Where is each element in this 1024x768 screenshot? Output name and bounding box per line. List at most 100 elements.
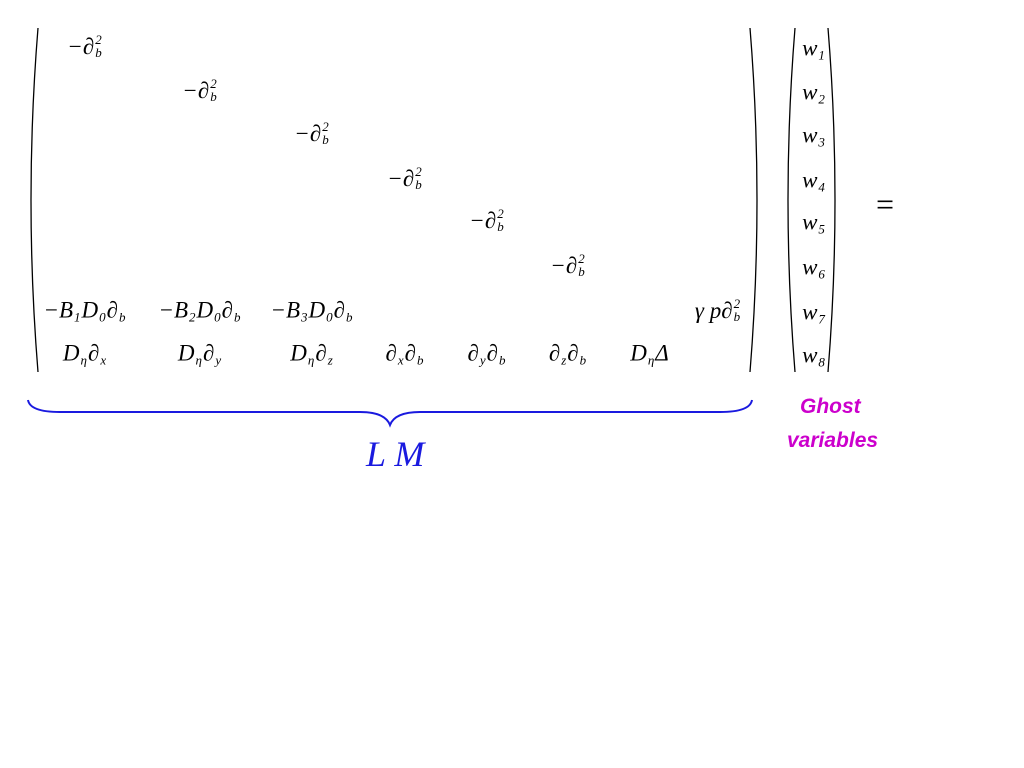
matrix-entry: −∂ 2 b bbox=[67, 33, 102, 59]
subscript: η bbox=[307, 352, 315, 368]
math-token: −∂ 2 b bbox=[387, 165, 421, 191]
subscript: b bbox=[346, 309, 353, 325]
math-token: −B 1 bbox=[43, 297, 80, 324]
math-token: ∂ b bbox=[107, 297, 126, 324]
script: b bbox=[580, 340, 587, 367]
script: 0 bbox=[99, 297, 106, 324]
math-base: ∂ bbox=[567, 340, 579, 366]
subscript: b bbox=[95, 45, 102, 60]
math-base: −B bbox=[270, 297, 301, 323]
math-base: −∂ bbox=[469, 207, 497, 233]
subscript: b bbox=[322, 132, 329, 147]
superscript: 2 bbox=[733, 296, 741, 311]
math-token: ∂ y bbox=[467, 340, 485, 367]
script: z bbox=[328, 340, 333, 367]
math-token: −∂ 2 b bbox=[67, 33, 101, 59]
matrix-entry: ∂ z ∂ b bbox=[549, 340, 587, 367]
script: 8 bbox=[818, 342, 825, 369]
right-paren bbox=[749, 27, 758, 373]
math-base: ∂ bbox=[467, 340, 479, 366]
subscript: η bbox=[647, 352, 655, 368]
script: y bbox=[215, 340, 221, 367]
math-token: ∂ b bbox=[487, 340, 506, 367]
subscript: 1 bbox=[74, 309, 81, 325]
math-base: ∂ bbox=[202, 340, 215, 366]
subscript: x bbox=[100, 352, 107, 368]
math-base: −B bbox=[158, 297, 189, 323]
math-base: w bbox=[802, 35, 818, 61]
subscript: z bbox=[327, 352, 333, 368]
subscript: 1 bbox=[818, 47, 825, 63]
script: z bbox=[561, 340, 566, 367]
math-base: −B bbox=[43, 297, 74, 323]
matrix-entry: −∂ 2 b bbox=[182, 77, 217, 103]
script: b bbox=[346, 297, 353, 324]
subscript: b bbox=[578, 264, 585, 279]
subscript: η bbox=[80, 352, 87, 368]
math-base: −∂ bbox=[550, 252, 578, 278]
math-base: D bbox=[177, 340, 195, 366]
math-token: −B 2 bbox=[158, 297, 195, 324]
math-base: ∂ bbox=[333, 297, 346, 323]
script: x bbox=[100, 340, 106, 367]
math-base: w bbox=[802, 254, 818, 280]
math-token: ∂ b bbox=[405, 340, 424, 367]
subscript: b bbox=[234, 309, 241, 325]
left-paren bbox=[787, 27, 796, 373]
subscript: 4 bbox=[818, 179, 825, 195]
math-token: −∂ 2 b bbox=[182, 77, 216, 103]
math-token: Δ bbox=[655, 342, 669, 365]
subscript: 3 bbox=[301, 309, 308, 325]
math-base: ∂ bbox=[315, 340, 327, 366]
script: η bbox=[196, 340, 202, 367]
right-paren bbox=[827, 27, 836, 373]
brace bbox=[27, 399, 753, 428]
subscript: b bbox=[579, 352, 587, 368]
script: b bbox=[234, 297, 241, 324]
math-token: −∂ 2 b bbox=[294, 120, 328, 146]
superscript: 2 bbox=[578, 251, 585, 266]
script: 3 bbox=[818, 122, 825, 149]
math-token: ∂ b bbox=[567, 340, 586, 367]
math-base: D bbox=[290, 340, 307, 366]
script: y bbox=[480, 340, 486, 367]
math-token: ∂ z bbox=[549, 340, 566, 367]
script: 0 bbox=[326, 297, 333, 324]
math-base: D bbox=[196, 297, 214, 323]
superscript: 2 bbox=[497, 206, 504, 221]
script: 1 bbox=[818, 35, 825, 62]
math-base: D bbox=[81, 297, 99, 323]
subscript: b bbox=[499, 352, 506, 368]
subscript: 7 bbox=[818, 311, 825, 327]
math-token: ∂ z bbox=[315, 340, 332, 367]
subscript: 3 bbox=[818, 134, 825, 150]
script: 5 bbox=[818, 209, 825, 236]
subscript: b bbox=[119, 309, 126, 325]
subscript: b bbox=[417, 352, 424, 368]
script: 2 bbox=[189, 297, 196, 324]
math-base: D bbox=[308, 297, 326, 323]
script: η bbox=[648, 340, 654, 367]
math-token: ∂ x bbox=[88, 340, 106, 367]
script: 2 bbox=[818, 79, 825, 106]
subscript: y bbox=[215, 352, 222, 368]
script: x bbox=[398, 340, 404, 367]
math-token: ∂ b bbox=[334, 297, 353, 324]
math-token: −∂ 2 b bbox=[550, 252, 584, 278]
